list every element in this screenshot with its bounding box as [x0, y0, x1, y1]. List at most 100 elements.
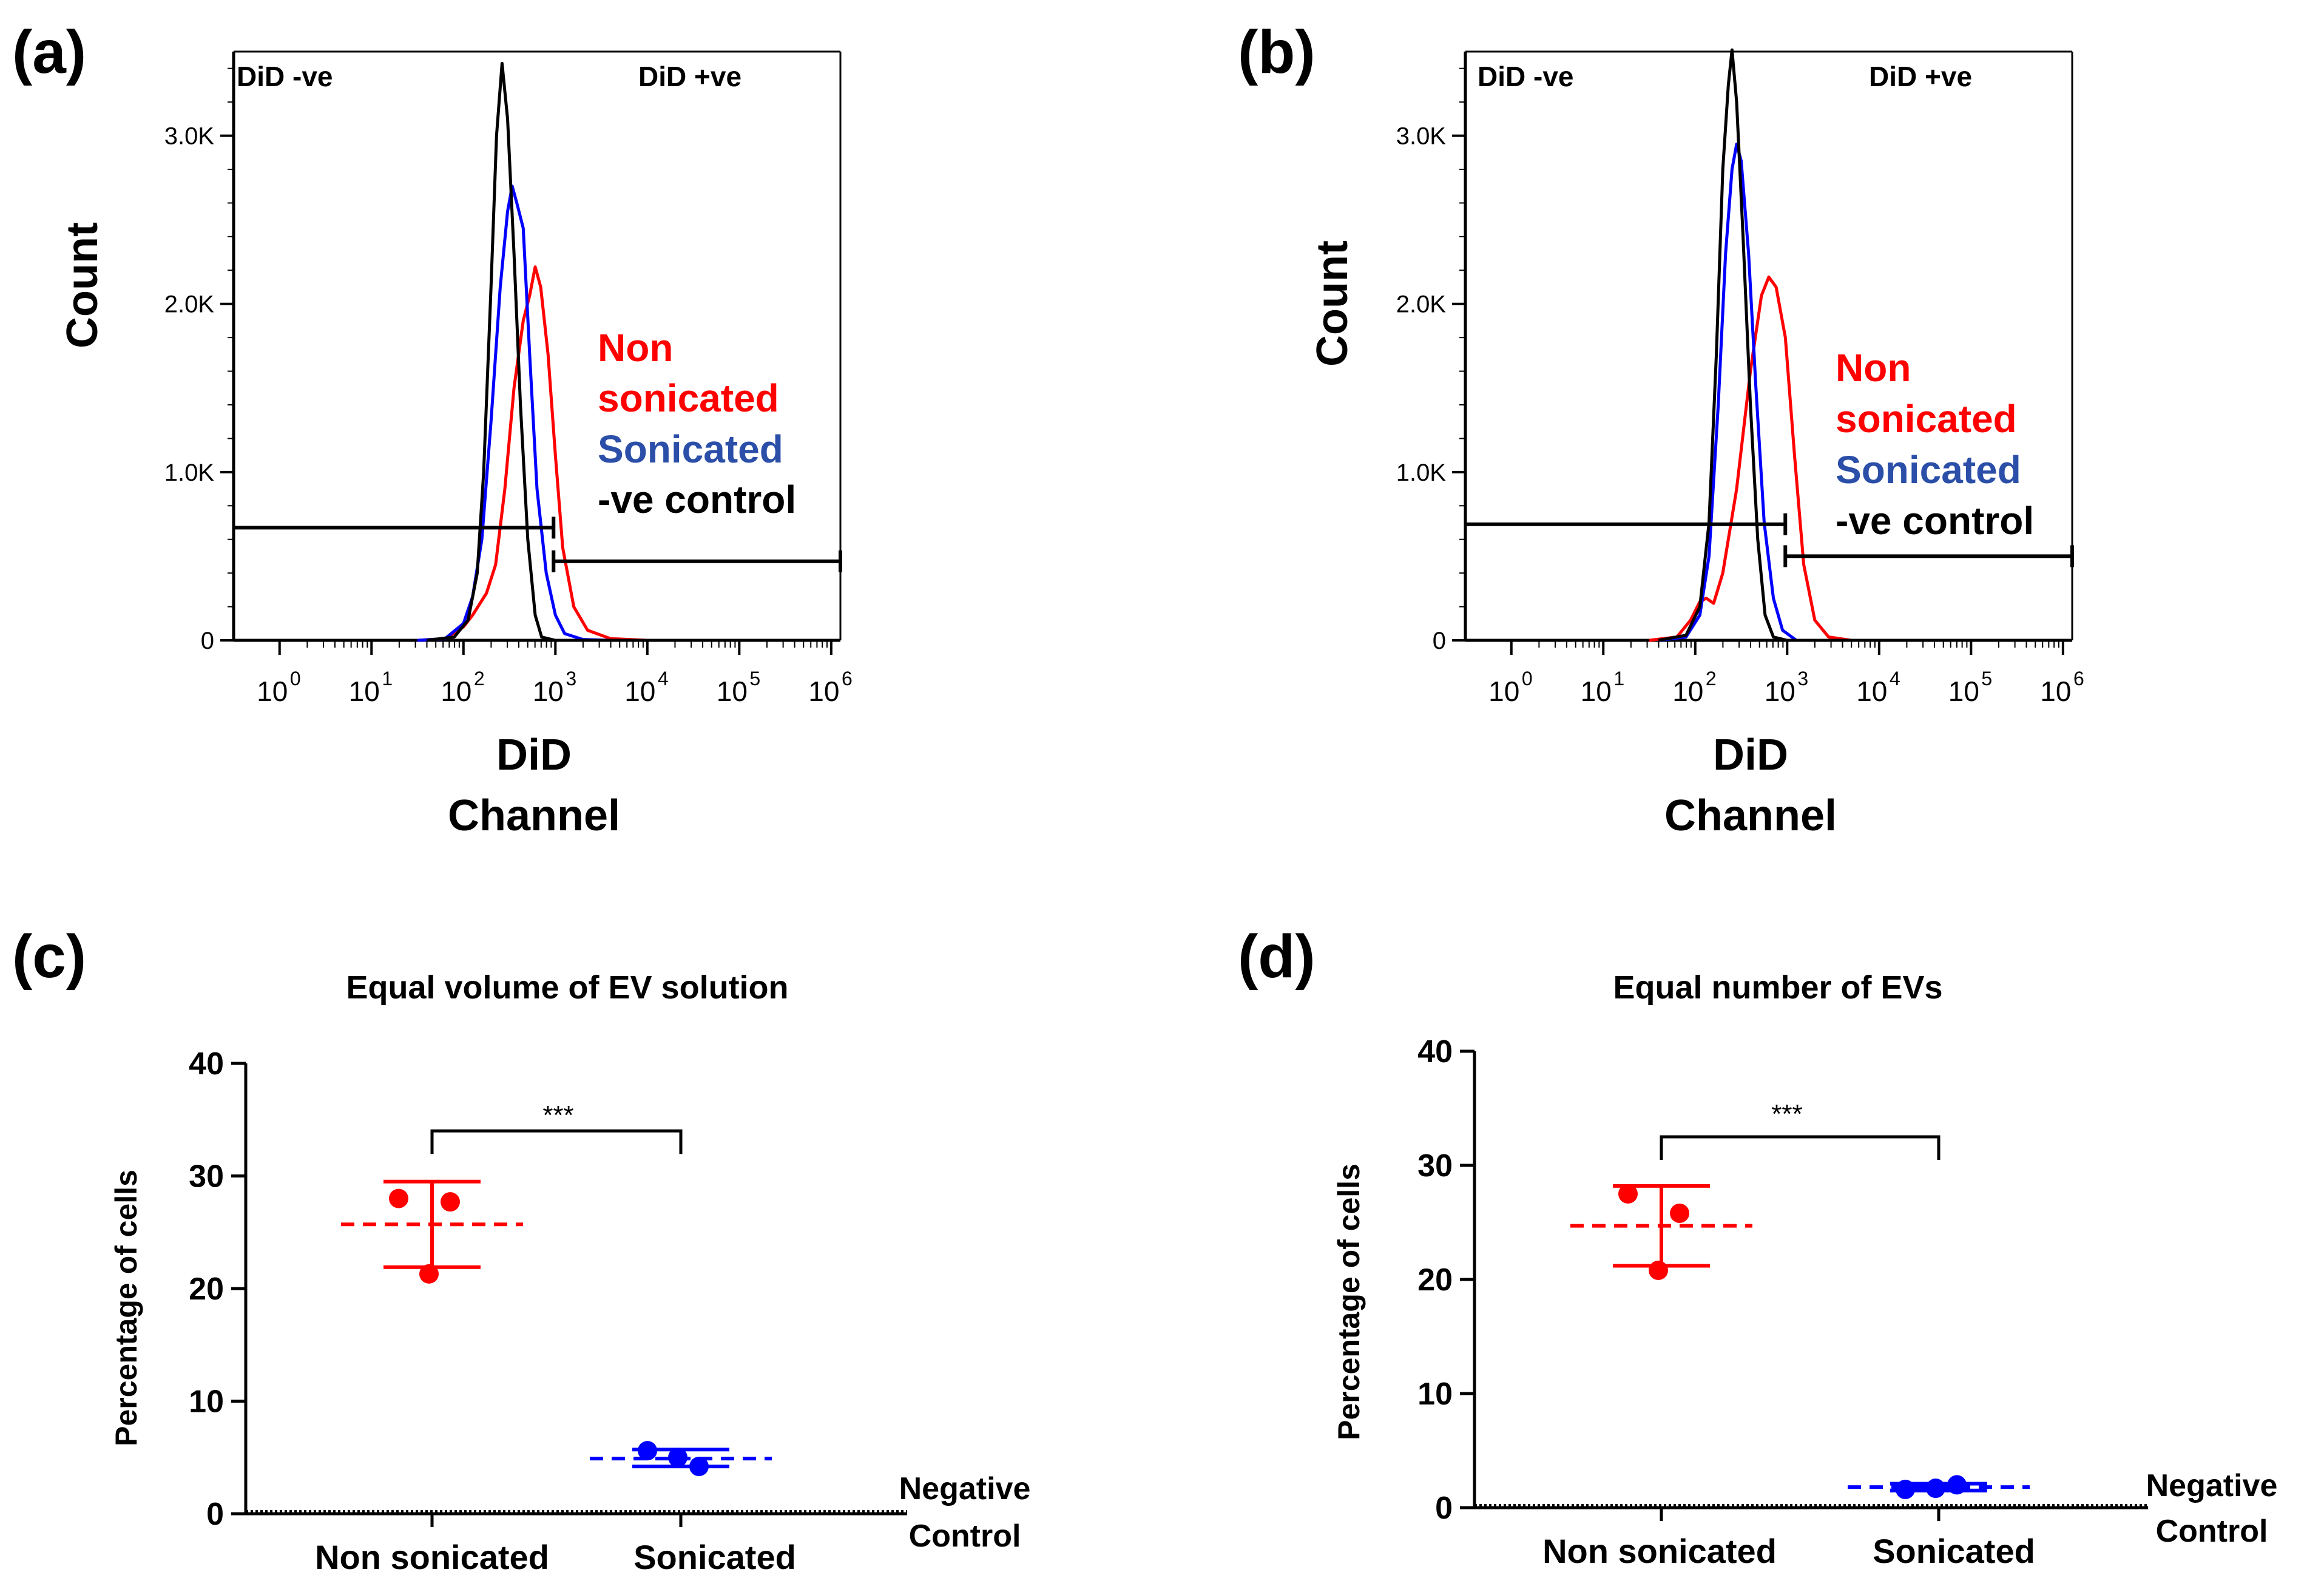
hist-a-xtick-exp-5: 5 [749, 668, 760, 689]
scat-c-point-0-0 [389, 1188, 408, 1208]
hist-a-gate-neg-label: DiD -ve [237, 61, 333, 92]
scat-c-point-0-2 [419, 1264, 439, 1284]
scat-c-point-0-1 [441, 1192, 460, 1212]
hist-a-legend-control: -ve control [598, 478, 796, 521]
scat-d-negctrl-2: Control [2156, 1514, 2268, 1549]
hist-b-xtick-exp-0: 0 [1522, 668, 1533, 689]
scat-d-category-1: Sonicated [1873, 1532, 2035, 1570]
histogram-panel-b: DiD -ve DiD +ve Count DiD Channel Non so… [1308, 48, 2084, 840]
hist-a-xtick-exp-1: 1 [382, 668, 393, 689]
hist-b-series-2 [1658, 48, 2072, 642]
hist-a-xtick-exp-6: 6 [842, 668, 853, 689]
hist-a-series-0 [417, 265, 840, 642]
hist-b-xtick-label-3: 10 [1765, 676, 1795, 707]
hist-a-xtick-exp-0: 0 [290, 668, 301, 689]
hist-a-xtick-label-2: 10 [441, 676, 471, 707]
scat-d-significance: *** [1771, 1099, 1802, 1129]
hist-a-legend-nonsonicated-1: Non [598, 326, 673, 370]
hist-a-xtick-label-1: 10 [349, 676, 380, 707]
scat-d-point-0-2 [1649, 1260, 1668, 1280]
hist-a-legend-sonicated: Sonicated [598, 427, 783, 471]
hist-b-xlabel-line1: DiD [1713, 731, 1788, 779]
scat-d-ytick-label-4: 40 [1417, 1034, 1453, 1069]
hist-a-xlabel-line1: DiD [496, 731, 572, 779]
scatter-panel-d: Equal number of EVs Percentage of cells … [1332, 969, 2277, 1570]
scat-d-negctrl-1: Negative [2146, 1468, 2278, 1503]
scat-c-negctrl-2: Control [909, 1519, 1021, 1554]
scat-c-point-1-2 [668, 1448, 687, 1468]
scat-d-ytick-label-1: 10 [1417, 1377, 1453, 1412]
hist-b-xtick-label-1: 10 [1581, 676, 1612, 707]
hist-a-ytick-label-2: 2.0K [164, 291, 215, 318]
scat-c-category-0: Non sonicated [315, 1538, 549, 1576]
hist-b-xtick-label-5: 10 [1948, 676, 1979, 707]
scat-d-point-0-1 [1670, 1203, 1689, 1223]
panel-label-b: (b) [1238, 18, 1316, 86]
hist-b-gate-neg-label: DiD -ve [1478, 61, 1573, 92]
scat-d-point-1-0 [1896, 1479, 1915, 1499]
hist-b-legend-sonicated: Sonicated [1836, 448, 2021, 492]
hist-a-xtick-label-5: 10 [717, 676, 748, 707]
hist-b-ytick-label-2: 2.0K [1396, 291, 1447, 318]
scat-d-ytick-label-0: 0 [1435, 1491, 1453, 1526]
scatter-panel-c: Equal volume of EV solution Percentage o… [109, 969, 1030, 1576]
scat-c-ytick-label-1: 10 [189, 1384, 224, 1420]
hist-a-ytick-label-1: 1.0K [164, 459, 215, 486]
hist-b-xtick-exp-5: 5 [1981, 668, 1992, 689]
hist-b-ytick-label-3: 3.0K [1396, 123, 1447, 150]
scat-d-ylabel: Percentage of cells [1332, 1164, 1366, 1440]
hist-b-xtick-label-4: 10 [1856, 676, 1887, 707]
hist-a-xtick-label-3: 10 [533, 676, 564, 707]
hist-a-ytick-label-0: 0 [201, 628, 214, 654]
hist-a-ylabel: Count [58, 222, 107, 348]
hist-a-xtick-label-6: 10 [808, 676, 839, 707]
scat-c-ytick-label-3: 30 [189, 1159, 224, 1194]
scat-c-title: Equal volume of EV solution [346, 969, 788, 1006]
hist-a-gate-pos-label: DiD +ve [638, 61, 741, 92]
hist-a-legend-nonsonicated-2: sonicated [598, 376, 779, 420]
hist-b-xtick-label-0: 10 [1488, 676, 1519, 707]
scat-c-ylabel: Percentage of cells [109, 1170, 143, 1446]
scat-c-ytick-label-2: 20 [189, 1272, 224, 1307]
panel-label-a: (a) [12, 18, 86, 86]
hist-b-xtick-exp-4: 4 [1890, 668, 1900, 689]
panel-label-c: (c) [12, 923, 86, 991]
scat-c-point-1-0 [638, 1441, 657, 1461]
scat-c-ytick-label-0: 0 [206, 1497, 224, 1532]
scat-d-category-0: Non sonicated [1542, 1532, 1777, 1570]
scat-d-point-0-0 [1618, 1184, 1638, 1204]
hist-b-xtick-label-2: 10 [1672, 676, 1703, 707]
hist-b-legend-control: -ve control [1836, 499, 2034, 543]
hist-b-gate-pos-label: DiD +ve [1869, 61, 1972, 92]
scat-d-ytick-label-2: 20 [1417, 1262, 1453, 1298]
scat-d-significance-bracket [1660, 1135, 1941, 1160]
scat-c-significance: *** [542, 1100, 573, 1130]
hist-a-xlabel-line2: Channel [448, 791, 620, 840]
hist-b-legend-nonsonicated-2: sonicated [1836, 397, 2017, 441]
hist-a-xtick-label-4: 10 [624, 676, 655, 707]
hist-b-legend-nonsonicated-1: Non [1836, 346, 1911, 390]
hist-b-ylabel: Count [1308, 240, 1357, 367]
hist-a-xtick-exp-3: 3 [566, 668, 576, 689]
scat-d-ytick-label-3: 30 [1417, 1148, 1453, 1184]
hist-b-xtick-exp-3: 3 [1797, 668, 1808, 689]
scat-c-ytick-label-4: 40 [189, 1046, 224, 1082]
hist-b-xtick-exp-2: 2 [1706, 668, 1717, 689]
hist-b-xtick-exp-1: 1 [1613, 668, 1624, 689]
scat-c-significance-bracket [430, 1129, 683, 1154]
hist-a-xtick-exp-4: 4 [658, 668, 669, 689]
scat-c-category-1: Sonicated [633, 1538, 796, 1576]
scat-d-point-1-1 [1947, 1475, 1967, 1495]
hist-b-xlabel-line2: Channel [1664, 791, 1837, 840]
hist-a-ytick-label-3: 3.0K [164, 123, 215, 150]
hist-b-xtick-exp-6: 6 [2073, 668, 2084, 689]
scat-c-point-1-1 [689, 1457, 709, 1477]
hist-a-xtick-label-0: 10 [257, 676, 288, 707]
histogram-panel-a: DiD -ve DiD +ve Count DiD Channel Non so… [58, 50, 853, 840]
hist-b-ytick-label-1: 1.0K [1396, 459, 1447, 486]
hist-b-ytick-label-0: 0 [1433, 628, 1446, 654]
scat-d-title: Equal number of EVs [1613, 969, 1942, 1006]
hist-a-xtick-exp-2: 2 [474, 668, 485, 689]
scat-d-point-1-2 [1926, 1479, 1945, 1499]
